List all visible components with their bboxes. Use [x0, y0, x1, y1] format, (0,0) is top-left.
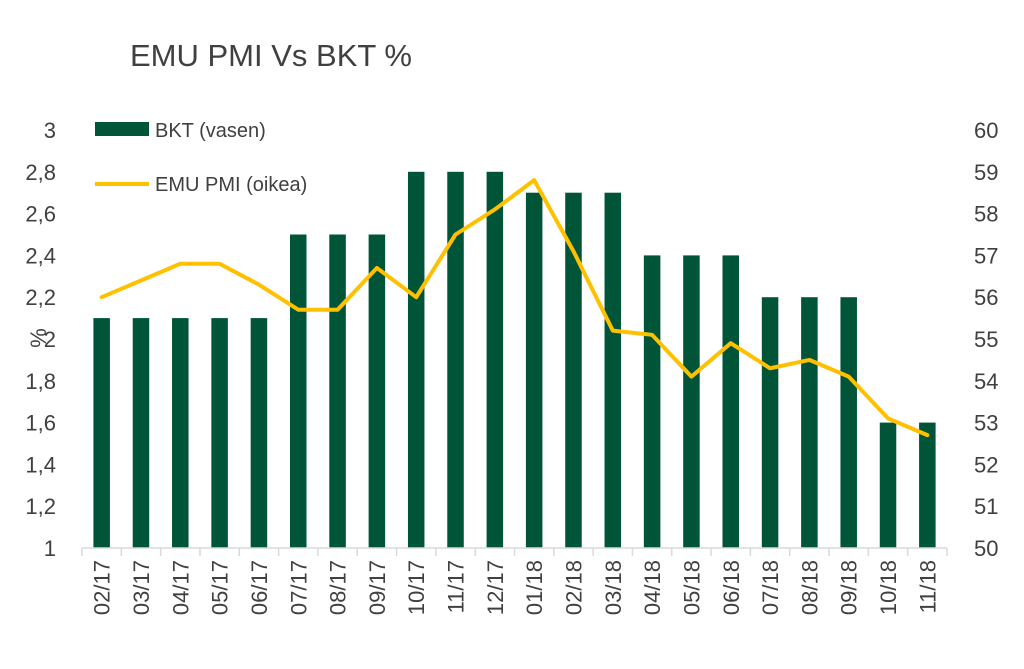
left-tick-label: 2,8 — [25, 160, 56, 185]
right-tick-label: 50 — [974, 536, 998, 561]
left-tick-label: 1,8 — [25, 369, 56, 394]
bar — [643, 255, 661, 548]
right-tick-label: 55 — [974, 327, 998, 352]
bar — [565, 192, 582, 548]
bar — [722, 255, 740, 548]
left-axis: 1 1,2 1,4 1,6 1,8 2 2,2 2,4 2,6 2,8 3 — [25, 118, 56, 561]
left-tick-label: 2 — [44, 327, 56, 352]
right-tick-label: 53 — [974, 411, 998, 436]
x-tick-label: 08/18 — [797, 560, 822, 615]
left-tick-label: 1,4 — [25, 452, 56, 477]
legend-bar-swatch — [95, 122, 149, 136]
x-tick-label: 09/18 — [837, 560, 862, 615]
x-tick-label: 11/17 — [444, 560, 469, 613]
bar — [289, 234, 307, 548]
bar — [132, 318, 150, 548]
bar — [879, 422, 897, 548]
bar — [368, 234, 386, 548]
x-tick-label: 05/17 — [208, 560, 233, 615]
left-tick-label: 2,2 — [25, 285, 56, 310]
bar — [486, 171, 504, 549]
right-axis: 50 51 52 53 54 55 56 57 58 59 60 — [974, 118, 998, 561]
bar — [604, 192, 622, 548]
right-tick-label: 56 — [974, 285, 998, 310]
bar — [683, 255, 700, 548]
left-tick-label: 1,2 — [25, 494, 56, 519]
bar-series — [93, 171, 936, 549]
line-series — [99, 178, 930, 438]
bar — [172, 318, 189, 548]
x-tick-label: 12/17 — [483, 560, 508, 615]
legend: BKT (vasen) EMU PMI (oikea) — [95, 120, 307, 196]
x-tick-label: 03/17 — [129, 560, 154, 615]
y-axis-label: % — [26, 328, 51, 348]
right-tick-label: 60 — [974, 118, 998, 143]
x-tick-label: 07/18 — [758, 560, 783, 615]
bar — [919, 422, 936, 548]
x-tick-label: 11/18 — [915, 560, 940, 613]
x-tick-label: 08/17 — [326, 560, 351, 615]
bar — [93, 318, 110, 548]
left-tick-label: 1,6 — [25, 411, 56, 436]
x-tick-label: 02/18 — [561, 560, 586, 615]
bar — [329, 234, 346, 548]
x-tick-label: 10/17 — [404, 560, 429, 615]
bar — [525, 192, 543, 548]
left-tick-label: 1 — [44, 536, 56, 561]
x-tick-label: 10/18 — [876, 560, 901, 615]
bar — [840, 297, 857, 548]
bar — [447, 171, 464, 549]
bar — [250, 318, 268, 548]
bar — [407, 171, 425, 549]
right-tick-label: 59 — [974, 160, 998, 185]
left-tick-label: 2,4 — [25, 243, 56, 268]
x-tick-label: 04/17 — [168, 560, 193, 615]
x-tick-label: 04/18 — [640, 560, 665, 615]
x-tick-label: 06/17 — [247, 560, 272, 615]
bar — [761, 297, 779, 548]
x-tick-label: 07/17 — [286, 560, 311, 615]
bar — [801, 297, 818, 548]
right-tick-label: 52 — [974, 452, 998, 477]
right-tick-label: 54 — [974, 369, 998, 394]
bar — [211, 318, 228, 548]
x-tick-label: 09/17 — [365, 560, 390, 615]
legend-bar-label: BKT (vasen) — [155, 120, 266, 142]
x-tick-label: 05/18 — [679, 560, 704, 615]
right-tick-label: 57 — [974, 243, 998, 268]
right-tick-label: 58 — [974, 202, 998, 227]
x-tick-label: 03/18 — [601, 560, 626, 615]
x-axis: 02/17 03/17 04/17 05/17 06/17 07/17 08/17 09/17… — [81, 547, 948, 615]
chart-title: EMU PMI Vs BKT % — [130, 38, 412, 73]
x-tick-label: 01/18 — [522, 560, 547, 615]
left-tick-label: 3 — [44, 118, 56, 143]
line-path — [99, 178, 930, 438]
legend-line-label: EMU PMI (oikea) — [155, 174, 307, 196]
x-tick-label: 06/18 — [719, 560, 744, 615]
right-tick-label: 51 — [974, 494, 998, 519]
left-tick-label: 2,6 — [25, 202, 56, 227]
x-tick-label: 02/17 — [90, 560, 115, 615]
